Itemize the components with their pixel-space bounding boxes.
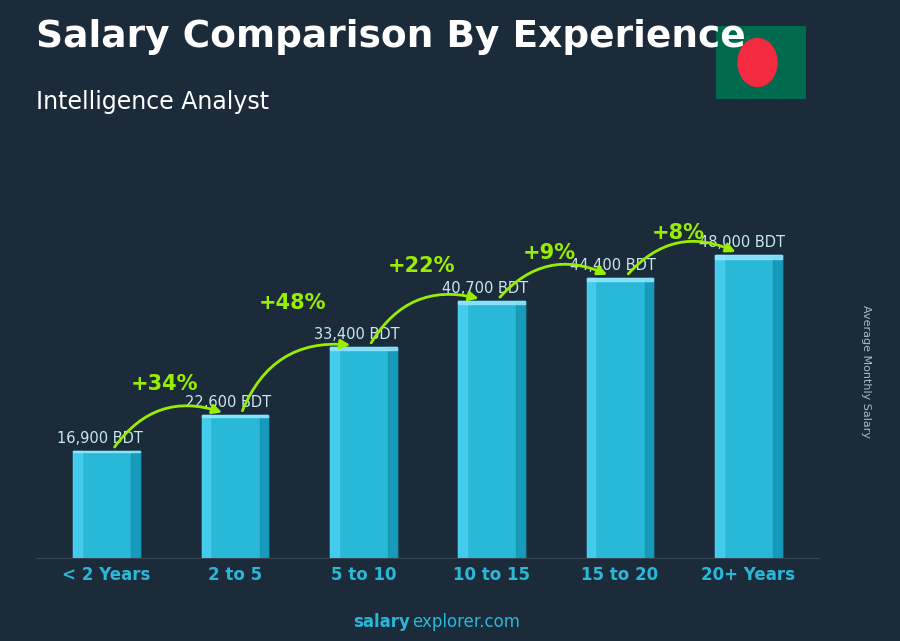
Text: 44,400 BDT: 44,400 BDT [571,258,656,273]
Bar [73,451,140,453]
Text: Salary Comparison By Experience: Salary Comparison By Experience [36,19,746,55]
Bar [388,347,397,558]
Bar [458,301,467,558]
Bar [260,415,268,558]
Text: Intelligence Analyst: Intelligence Analyst [36,90,269,113]
Text: +22%: +22% [387,256,454,276]
Circle shape [738,38,777,87]
Text: Average Monthly Salary: Average Monthly Salary [860,305,871,438]
Bar [73,451,140,558]
Bar [773,255,782,558]
Bar [715,255,724,558]
Bar [587,278,653,281]
Text: +9%: +9% [523,242,576,263]
Bar [73,451,82,558]
Bar [330,347,338,558]
Bar [202,415,268,558]
Bar [587,278,595,558]
Text: 33,400 BDT: 33,400 BDT [314,327,400,342]
Bar [458,301,525,304]
Bar [644,278,653,558]
Bar [587,278,653,558]
Text: 16,900 BDT: 16,900 BDT [57,431,143,446]
Text: 40,700 BDT: 40,700 BDT [442,281,528,296]
Text: +8%: +8% [652,223,705,243]
Text: explorer.com: explorer.com [412,613,520,631]
Bar [330,347,397,558]
Text: 22,600 BDT: 22,600 BDT [185,395,271,410]
Text: 48,000 BDT: 48,000 BDT [698,235,785,250]
Text: salary: salary [353,613,410,631]
Bar [715,255,782,558]
Bar [715,255,782,259]
Text: +48%: +48% [259,293,327,313]
Bar [517,301,525,558]
Bar [330,347,397,350]
Bar [458,301,525,558]
Bar [202,415,211,558]
Bar [202,415,268,417]
Bar [131,451,140,558]
Text: +34%: +34% [130,374,198,394]
